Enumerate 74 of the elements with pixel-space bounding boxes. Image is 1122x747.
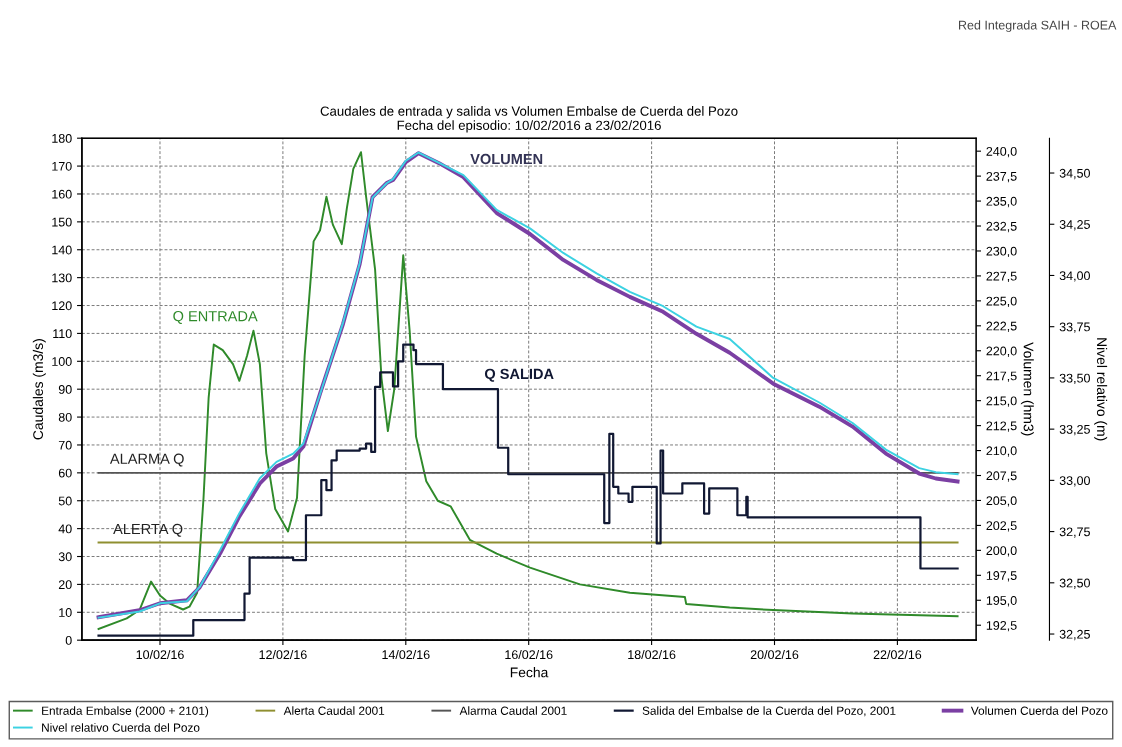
y2-tick-label: 235,0: [986, 196, 1017, 208]
annotation: VOLUMEN: [470, 153, 543, 165]
y3-tick-label: 34,00: [1059, 271, 1090, 282]
legend-label: Alerta Caudal 2001: [283, 706, 385, 715]
y-tick-label: 110: [53, 329, 72, 339]
annotation: Q SALIDA: [484, 368, 554, 382]
y3-tick-label: 33,75: [1059, 322, 1090, 333]
y2-tick-label: 227,5: [986, 271, 1017, 283]
y-tick-label: 130: [52, 273, 72, 283]
y-tick-label: 70: [58, 440, 72, 450]
y-tick-label: 120: [52, 301, 72, 311]
y3-tick-label: 32,75: [1059, 527, 1090, 538]
annotation: Q ENTRADA: [173, 310, 258, 324]
x-tick-label: 16/02/16: [505, 649, 553, 660]
x-tick-label: 14/02/16: [382, 649, 430, 660]
x-axis-title: Fecha: [510, 667, 549, 678]
y2-tick-label: 215,0: [986, 396, 1017, 407]
y2-tick-label: 240,0: [986, 146, 1017, 158]
legend-label: Entrada Embalse (2000 + 2101): [42, 706, 209, 718]
y2-tick-label: 212,5: [986, 421, 1017, 432]
y-tick-label: 50: [58, 496, 72, 506]
x-tick-label: 10/02/16: [136, 649, 184, 660]
y-tick-label: 0: [65, 635, 72, 645]
y3-tick-label: 34,25: [1059, 220, 1090, 231]
y-tick-label: 160: [52, 189, 72, 199]
y3-tick-label: 32,50: [1059, 578, 1090, 589]
y2-tick-label: 197,5: [986, 571, 1017, 582]
y-tick-label: 30: [58, 552, 72, 562]
y-tick-label: 180: [52, 134, 72, 143]
legend-label: Nivel relativo Cuerda del Pozo: [42, 723, 200, 732]
y2-tick-label: 202,5: [986, 521, 1017, 532]
legend-label: Alarma Caudal 2001: [459, 706, 567, 715]
y2-tick-label: 205,0: [986, 496, 1017, 507]
y3-tick-label: 32,25: [1059, 629, 1090, 641]
y2-tick-label: 230,0: [986, 246, 1017, 258]
y-tick-label: 140: [52, 245, 72, 255]
y-tick-label: 10: [59, 608, 72, 617]
y-tick-label: 40: [58, 524, 72, 534]
y-tick-label: 60: [58, 468, 72, 478]
legend-label: Salida del Embalse de la Cuerda del Pozo, 2001: [642, 706, 896, 717]
y2-tick-label: 237,5: [986, 171, 1017, 183]
y3-tick-label: 34,50: [1059, 168, 1090, 180]
y2-axis-title: Volumen (hm3): [1020, 342, 1034, 436]
y2-tick-label: 195,0: [986, 596, 1017, 607]
y2-tick-label: 210,0: [986, 446, 1017, 457]
y3-axis-title: Nivel relativo (m): [1094, 338, 1108, 441]
chart-title: Caudales de entrada y salida vs Volumen Embalse de Cuerda del Pozo: [320, 106, 738, 119]
y2-tick-label: 222,5: [986, 321, 1017, 332]
y-axis-title: Caudales (m3/s): [32, 339, 46, 440]
annotation: ALERTA Q: [113, 523, 183, 537]
y2-tick-label: 192,5: [986, 621, 1017, 632]
y3-tick-label: 33,00: [1059, 476, 1090, 487]
legend-label: Volumen Cuerda del Pozo: [970, 706, 1108, 715]
text: Red Integrada SAIH - ROEA: [959, 20, 1117, 32]
y2-tick-label: 220,0: [986, 346, 1017, 357]
y-tick-label: 150: [52, 217, 72, 227]
y-tick-label: 90: [58, 384, 72, 394]
annotation: ALARMA Q: [109, 453, 184, 467]
y3-tick-label: 33,25: [1059, 424, 1090, 436]
x-tick-label: 18/02/16: [628, 649, 676, 660]
y-tick-label: 80: [58, 412, 72, 422]
y-tick-label: 100: [52, 357, 72, 366]
y-tick-label: 20: [58, 580, 72, 590]
y2-tick-label: 232,5: [986, 221, 1017, 233]
y2-tick-label: 200,0: [986, 546, 1017, 557]
y2-tick-label: 217,5: [986, 371, 1017, 382]
y-tick-label: 170: [52, 161, 72, 171]
y2-tick-label: 207,5: [986, 471, 1017, 482]
chart-subtitle: Fecha del episodio: 10/02/2016 a 23/02/2016: [397, 120, 661, 133]
x-tick-label: 12/02/16: [259, 649, 307, 660]
y3-tick-label: 33,50: [1059, 373, 1090, 385]
x-tick-label: 22/02/16: [873, 649, 922, 660]
x-tick-label: 20/02/16: [750, 649, 799, 660]
y2-tick-label: 225,0: [986, 296, 1017, 307]
